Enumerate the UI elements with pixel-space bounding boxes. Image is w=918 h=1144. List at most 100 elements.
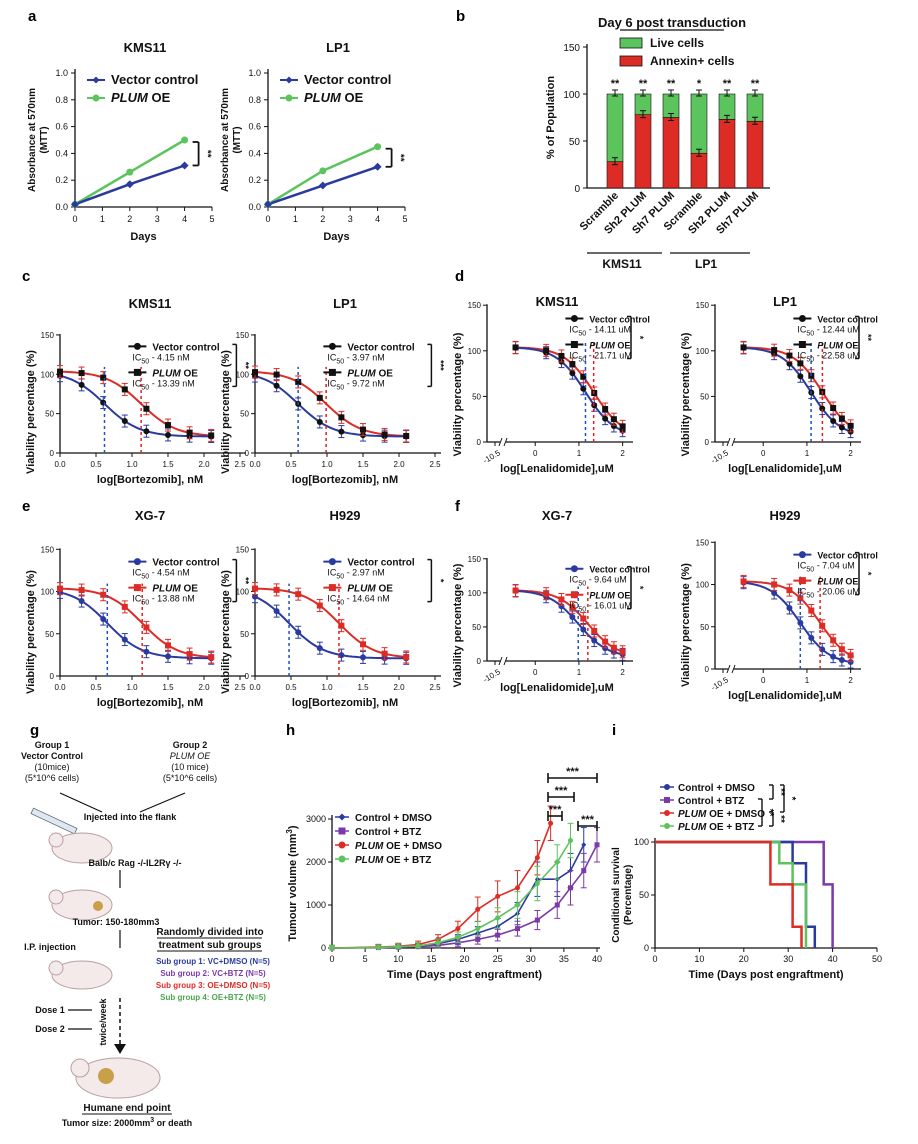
significance-label: ** (764, 809, 775, 817)
legend-label: Annexin+ cells (650, 54, 735, 68)
x-tick-label: 2.5 (234, 683, 246, 692)
mouse-icon (51, 960, 113, 990)
ic50-text: IC50 - 7.04 uM (797, 561, 854, 574)
y-tick-label: 3000 (306, 814, 326, 824)
data-point-plum-oe (273, 586, 280, 593)
legend-marker (92, 94, 100, 102)
ic50-text: IC50 - 3.97 nM (327, 352, 384, 365)
arrow-head-icon (114, 1044, 126, 1054)
legend-vector-control: Vector control (347, 558, 414, 569)
legend-marker (798, 341, 806, 348)
y-tick-label: 0.4 (248, 148, 261, 158)
ic50-text: IC50 - 4.15 nM (132, 352, 189, 365)
data-point-vector-control (273, 382, 280, 389)
y-tick-label: 50 (569, 137, 581, 148)
data-point-plum-oe (273, 371, 280, 378)
mouse-icon (75, 1057, 161, 1099)
x-tick-label: 0.0 (249, 460, 261, 469)
data-point-plum-oe (786, 352, 793, 359)
randomly-text: Randomly divided into (156, 927, 263, 938)
data-point-vector-control (165, 653, 171, 660)
x-tick-label: 4 (375, 214, 380, 224)
panel-label-h: h (286, 722, 296, 739)
data-point-plum-oe (838, 415, 845, 422)
legend-vector-control: Vector control (111, 72, 198, 87)
y-tick-label: 50 (472, 623, 481, 632)
y-tick-label: 100 (468, 347, 482, 356)
data-point-plum-oe (543, 590, 550, 597)
data-point-vector-control (180, 161, 189, 170)
x-axis-label: log[Lenalidomide],uM (500, 682, 614, 694)
legend-marker (664, 784, 670, 790)
x-tick-label: 10 (393, 954, 403, 964)
bar-annexin (634, 114, 652, 189)
x-tick-label: 0.0 (54, 460, 66, 469)
x-tick-label: 10 (694, 954, 704, 964)
data-point-plum-oe (57, 368, 63, 375)
data-point-plum-oe (543, 347, 550, 354)
legend-plum-oe: PLUM OE (589, 591, 630, 601)
data-point-plum-oe (771, 581, 778, 588)
data-point-vector-control (78, 381, 85, 388)
legend-label: PLUM OE + DMSO (355, 841, 442, 852)
data-point-plum-oe (797, 595, 804, 602)
x-tick-label: 2 (320, 214, 325, 224)
y-axis-label: Viability percentage (%) (25, 350, 37, 474)
legend-plum-oe: PLUM OE (304, 90, 364, 105)
y-tick-label: 0 (245, 449, 250, 458)
data-point-vector-control (558, 603, 565, 610)
data-point-vector-control (121, 418, 128, 425)
data-point-plum-oe (808, 607, 815, 614)
significance-label: ** (240, 362, 250, 370)
data-point-vector-control (316, 645, 323, 652)
chart-title: Day 6 post transduction (598, 15, 746, 30)
legend-swatch-annexin (619, 55, 643, 67)
data-point-plum-oe (165, 422, 171, 429)
x-tick-label: 0 (72, 214, 77, 224)
legend-marker (798, 551, 806, 559)
data-point-vector-control (808, 634, 815, 641)
significance-label: ** (639, 78, 648, 90)
significance-label: ** (667, 78, 676, 90)
dose1-text: Dose 1 (35, 1005, 65, 1015)
x-tick-label: 1.0 (126, 683, 138, 692)
chart-title: XG-7 (135, 508, 165, 523)
y-axis-label: (MTT) (232, 126, 243, 153)
data-point-plum-oe (558, 352, 565, 359)
y-axis-label: (MTT) (39, 126, 50, 153)
legend-marker (664, 810, 670, 816)
y-tick-label: 50 (472, 392, 481, 401)
data-point-vector-control (71, 200, 79, 209)
data-point (415, 943, 421, 949)
data-point-plum-oe (295, 591, 302, 598)
data-point-plum-oe (830, 637, 837, 644)
series-line-vector-control (59, 591, 212, 660)
axis-break (731, 664, 736, 674)
y-tick-label: 0.6 (55, 122, 68, 132)
y-tick-label: 0 (245, 672, 250, 681)
y-tick-label: 150 (696, 538, 710, 547)
data-point-vector-control (100, 616, 107, 623)
x-tick-label: 5 (402, 214, 407, 224)
legend-plum-oe: PLUM OE (152, 584, 198, 595)
bar-annexin (690, 152, 708, 189)
data-point-plum-oe (819, 622, 826, 629)
y-axis-label: Viability percentage (%) (220, 570, 232, 694)
group-label: KMS11 (602, 257, 642, 271)
data-point (495, 915, 501, 921)
data-point-plum-oe (338, 622, 345, 629)
x-tick-label: 50 (872, 954, 882, 964)
axis-break (503, 656, 508, 666)
panel-label-g: g (30, 722, 40, 739)
mouse-icon (51, 832, 113, 864)
y-tick-label: 50 (700, 392, 709, 401)
data-point (375, 945, 381, 951)
data-point-plum-oe (619, 648, 626, 655)
y-tick-label: 0 (705, 438, 710, 447)
legend-marker (133, 558, 141, 566)
data-point-plum-oe (740, 344, 747, 351)
data-point-plum-oe (610, 644, 617, 651)
series-line-plum-oe (59, 370, 212, 437)
series-line-vector-control (254, 375, 407, 438)
chart-title: LP1 (773, 294, 797, 309)
